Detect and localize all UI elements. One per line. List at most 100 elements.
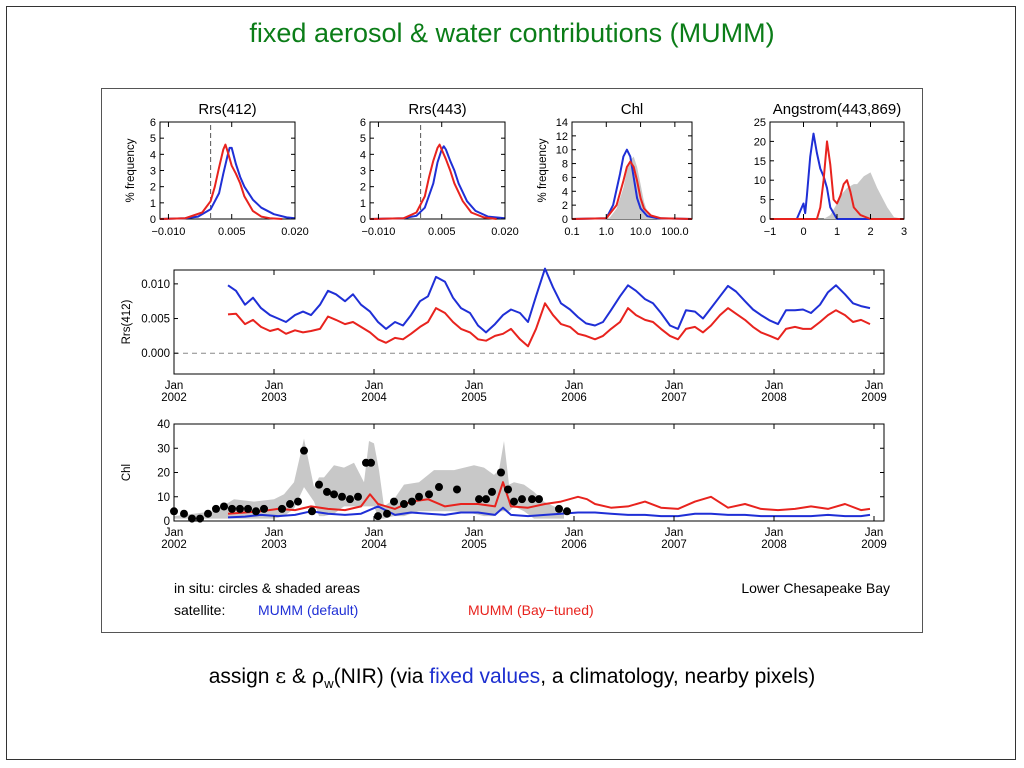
insitu-point (354, 492, 362, 501)
y-tick-label: 2 (562, 200, 568, 212)
x-tick-label: 2008 (761, 539, 787, 551)
y-tick-label: 4 (150, 149, 156, 161)
x-tick-label: Jan (665, 527, 684, 539)
x-tick-label: 2009 (861, 392, 887, 404)
insitu-shaded-area-6 (174, 438, 564, 519)
x-tick-label: 2008 (761, 392, 787, 404)
y-tick-label: 6 (150, 117, 156, 129)
caption-subscript-w: w (324, 676, 334, 692)
series-line-default-5 (227, 267, 871, 334)
x-tick-label: 0.005 (218, 226, 246, 238)
insitu-point (330, 490, 338, 499)
y-tick-label: 10 (157, 492, 170, 504)
plot-title: Angstrom(443,869) (773, 101, 901, 118)
insitu-point (204, 509, 212, 518)
plot-title: Rrs(412) (198, 101, 256, 118)
slide-border (6, 6, 1016, 760)
y-tick-label: 6 (562, 172, 568, 184)
y-tick-label: 8 (562, 159, 568, 171)
slide-title: fixed aerosol & water contributions (MUM… (249, 18, 775, 48)
insitu-point (315, 480, 323, 489)
insitu-point (475, 495, 483, 504)
x-tick-label: Jan (365, 380, 384, 392)
legend-series-default: MUMM (default) (258, 602, 358, 618)
plot-frame-1 (159, 121, 296, 220)
x-tick-label: 2005 (461, 539, 487, 551)
y-tick-label: 25 (754, 117, 766, 129)
y-tick-label: 0.000 (141, 348, 170, 360)
insitu-point (425, 490, 433, 499)
plot-title: Chl (621, 101, 644, 118)
x-tick-label: Jan (365, 527, 384, 539)
insitu-point (244, 504, 252, 513)
insitu-point (528, 495, 536, 504)
insitu-point (308, 507, 316, 516)
y-tick-label: 1 (150, 198, 156, 210)
x-tick-label: 100.0 (661, 226, 689, 238)
y-tick-label: 6 (360, 117, 366, 129)
series-line-default-1 (159, 146, 296, 220)
insitu-point (374, 512, 382, 521)
legend-insitu-text: in situ: circles & shaded areas (174, 580, 360, 596)
series-line-baytuned-5 (227, 302, 871, 348)
series-line-baytuned-2 (369, 143, 497, 220)
insitu-point (188, 514, 196, 523)
x-tick-label: 2007 (661, 539, 687, 551)
insitu-point (367, 458, 375, 467)
x-tick-label: 10.0 (630, 226, 651, 238)
series-line-default-3 (571, 148, 693, 220)
y-tick-label: 3 (360, 166, 366, 178)
legend-series-baytuned: MUMM (Bay−tuned) (468, 602, 594, 618)
insitu-point (170, 507, 178, 516)
insitu-point (390, 497, 398, 506)
insitu-point (323, 487, 331, 496)
y-tick-label: 0 (562, 214, 568, 226)
y-tick-label: 30 (157, 443, 170, 455)
insitu-point (286, 500, 294, 509)
y-tick-label: 0 (164, 516, 170, 528)
insitu-point (212, 504, 220, 513)
x-tick-label: Jan (465, 527, 484, 539)
caption-part4: , a climatology, nearby pixels) (540, 665, 816, 688)
x-tick-label: 2004 (361, 392, 387, 404)
figure-frame: in situ: circles & shaded areas Lower Ch… (101, 88, 923, 633)
x-tick-label: 2002 (161, 392, 187, 404)
x-tick-label: Jan (765, 527, 784, 539)
x-tick-label: 2002 (161, 539, 187, 551)
x-tick-label: 3 (901, 226, 907, 238)
insitu-point (497, 468, 505, 477)
x-tick-label: Jan (265, 380, 284, 392)
insitu-point (383, 509, 391, 518)
series-line-default-2 (369, 145, 506, 220)
insitu-point (400, 500, 408, 509)
y-tick-label: 10 (556, 145, 568, 157)
series-line-baytuned-1 (159, 143, 283, 220)
x-tick-label: 1.0 (599, 226, 614, 238)
rho-symbol: ρ (311, 664, 325, 688)
y-tick-label: 0.010 (141, 279, 170, 291)
x-tick-label: Jan (565, 527, 584, 539)
x-tick-label: Jan (665, 380, 684, 392)
x-tick-label: Jan (465, 380, 484, 392)
y-tick-label: 0 (150, 214, 156, 226)
x-tick-label: 2005 (461, 392, 487, 404)
insitu-shaded-area-3 (572, 156, 692, 219)
x-tick-label: Jan (765, 380, 784, 392)
insitu-point (294, 497, 302, 506)
series-line-baytuned-6 (227, 481, 871, 515)
x-tick-label: −1 (764, 226, 777, 238)
x-tick-label: 2006 (561, 392, 587, 404)
x-tick-label: 2006 (561, 539, 587, 551)
caption-highlight: fixed values (429, 665, 541, 688)
legend-location: Lower Chesapeake Bay (741, 580, 890, 596)
insitu-point (278, 504, 286, 513)
x-tick-label: 0.020 (491, 226, 519, 238)
insitu-shaded-area-4 (770, 172, 904, 219)
insitu-point (338, 492, 346, 501)
y-tick-label: 40 (157, 419, 170, 431)
legend-satellite-label: satellite: (174, 602, 225, 618)
insitu-point (260, 504, 268, 513)
x-tick-label: 2 (867, 226, 873, 238)
insitu-point (510, 497, 518, 506)
x-tick-label: 2004 (361, 539, 387, 551)
